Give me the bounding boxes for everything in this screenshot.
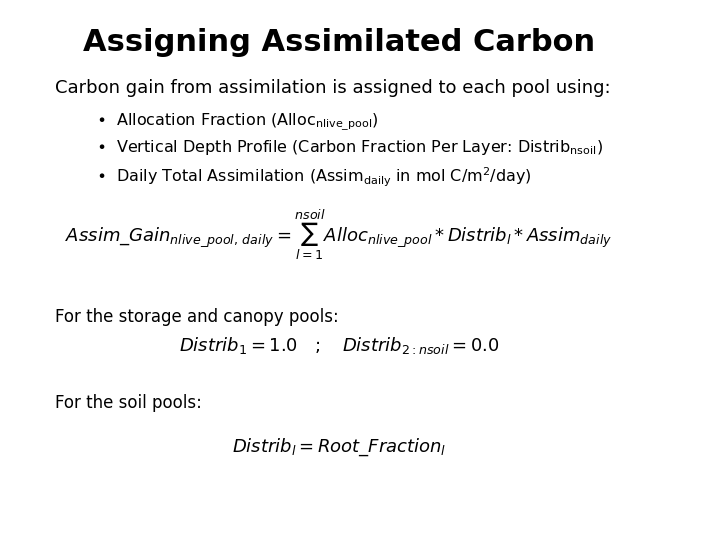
Text: $Assim\_Gain_{nlive\_pool,\,daily} = \sum_{l=1}^{nsoil} Alloc_{nlive\_pool} * Di: $Assim\_Gain_{nlive\_pool,\,daily} = \su… [66, 208, 613, 262]
Text: Assigning Assimilated Carbon: Assigning Assimilated Carbon [83, 28, 595, 57]
Text: $\bullet$  Vertical Depth Profile (Carbon Fraction Per Layer: Distrib$_{\mathreg: $\bullet$ Vertical Depth Profile (Carbon… [96, 138, 603, 157]
Text: Carbon gain from assimilation is assigned to each pool using:: Carbon gain from assimilation is assigne… [55, 79, 611, 97]
Text: $Distrib_1 = 1.0 \quad ; \quad Distrib_{2:nsoil} = 0.0$: $Distrib_1 = 1.0 \quad ; \quad Distrib_{… [179, 335, 499, 356]
Text: For the storage and canopy pools:: For the storage and canopy pools: [55, 308, 339, 326]
Text: $Distrib_l = Root\_Fraction_l$: $Distrib_l = Root\_Fraction_l$ [232, 436, 446, 458]
Text: For the soil pools:: For the soil pools: [55, 394, 202, 411]
Text: $\bullet$  Daily Total Assimilation (Assim$_{\mathregular{daily}}$ in mol C/m$^2: $\bullet$ Daily Total Assimilation (Assi… [96, 165, 531, 188]
Text: $\bullet$  Allocation Fraction (Alloc$_{\mathregular{nlive\_pool}}$): $\bullet$ Allocation Fraction (Alloc$_{\… [96, 112, 379, 132]
